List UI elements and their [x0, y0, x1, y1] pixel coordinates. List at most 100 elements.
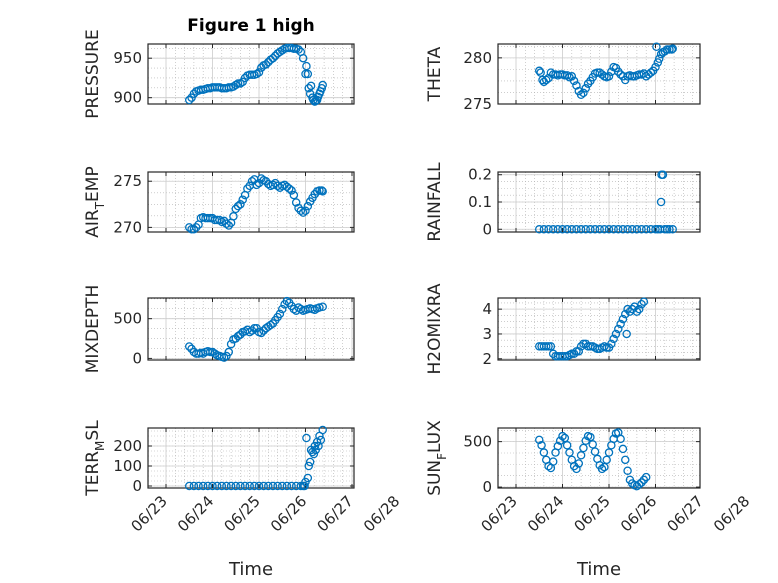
y-tick-label: 4 [482, 300, 492, 318]
data-point [236, 200, 245, 209]
data-point [652, 42, 661, 52]
data-point [539, 448, 549, 457]
data-point [662, 225, 672, 234]
y-axis-label: H2OMIXRA [425, 283, 445, 374]
data-point [252, 180, 261, 190]
subplot-1: 900 950 PRESSURE [83, 29, 355, 119]
data-point [576, 90, 586, 100]
data-point [224, 347, 234, 357]
data-point [203, 481, 213, 491]
data-point [191, 223, 201, 232]
data-point [302, 433, 311, 443]
data-point [298, 208, 308, 217]
x-tick-label: 06/28 [360, 492, 403, 535]
y-tick-label: 900 [113, 89, 142, 107]
data-point [668, 225, 677, 234]
data-point [259, 481, 268, 491]
y-tick-label: 500 [463, 433, 492, 451]
y-tick-label: 100 [113, 457, 142, 475]
x-axis-label: Time [228, 559, 273, 580]
data-point [572, 347, 581, 356]
data-point [555, 436, 565, 445]
data-point [298, 53, 308, 63]
subplot-4: 0 0.1 0.2 RAINFALL [425, 162, 701, 242]
data-point [189, 481, 199, 491]
data-point [618, 444, 628, 454]
data-point [553, 441, 563, 451]
data-point [609, 334, 618, 344]
data-point [583, 79, 593, 88]
data-point [651, 225, 660, 234]
y-axis-label-sub: F [435, 453, 449, 460]
data-point [590, 225, 600, 234]
data-point [604, 448, 614, 457]
data-point [304, 83, 314, 93]
data-point [562, 225, 572, 234]
data-point [658, 170, 668, 179]
data-point [574, 347, 584, 356]
data-point [604, 72, 614, 81]
data-point [219, 353, 229, 362]
data-point [236, 481, 245, 491]
data-point [310, 305, 320, 315]
data-point [567, 225, 577, 234]
data-point [305, 457, 315, 467]
y-axis-label-main: RAINFALL [425, 162, 445, 242]
data-point [588, 440, 597, 449]
data-point [271, 178, 280, 188]
subplot-7: 0 100 200 TERRMSL 06/23 06/24 06/25 06/26 06/27 0… [83, 420, 403, 580]
data-point [572, 225, 581, 234]
data-point [660, 225, 670, 234]
data-point [632, 225, 642, 234]
data-point [569, 76, 579, 86]
y-tick-label: 270 [113, 218, 142, 236]
data-point [614, 324, 623, 334]
data-point [637, 225, 646, 234]
x-tick-label: 06/28 [710, 492, 753, 535]
data-point [184, 481, 194, 491]
data-point [535, 66, 544, 76]
data-point [576, 225, 586, 234]
data-point [641, 472, 651, 482]
x-tick-label: 06/23 [128, 492, 171, 535]
data-point [210, 349, 220, 358]
y-axis-label: RAINFALL [425, 162, 445, 242]
data-point [639, 297, 649, 306]
data-point [634, 480, 644, 489]
data-point [257, 174, 266, 183]
y-tick-label: 3 [482, 325, 492, 343]
data-point [569, 461, 579, 471]
subplot-3: 270 275 AIRTEMP [83, 166, 355, 238]
data-point [623, 225, 632, 234]
data-point [634, 304, 644, 314]
y-tick-label: 0.2 [468, 166, 492, 184]
data-point [574, 459, 584, 468]
data-point [600, 462, 609, 472]
y-axis-label-main: H2OMIXRA [425, 283, 445, 374]
data-point [539, 225, 549, 234]
data-point [316, 435, 326, 445]
data-point [604, 225, 614, 234]
data-point [609, 225, 618, 234]
data-point [576, 451, 586, 460]
data-point [616, 434, 625, 444]
data-point [621, 309, 630, 319]
data-point [654, 54, 664, 64]
x-tick-label: 06/27 [314, 492, 357, 535]
data-point [226, 481, 236, 491]
data-point [586, 225, 595, 234]
data-point [632, 307, 642, 316]
data-point [558, 225, 567, 234]
axes-box [147, 297, 355, 361]
y-tick-label: 0 [132, 349, 142, 367]
data-point [623, 466, 632, 475]
data-point [229, 212, 238, 221]
data-point [651, 62, 660, 72]
data-point [572, 81, 581, 90]
data-point [233, 79, 243, 88]
axes-box [147, 43, 355, 105]
data-point [268, 481, 278, 491]
subplot-8: 0 500 SUNFLUX 06/23 06/24 06/25 06/26 06/27 06/2… [425, 420, 753, 580]
data-point [261, 176, 271, 186]
